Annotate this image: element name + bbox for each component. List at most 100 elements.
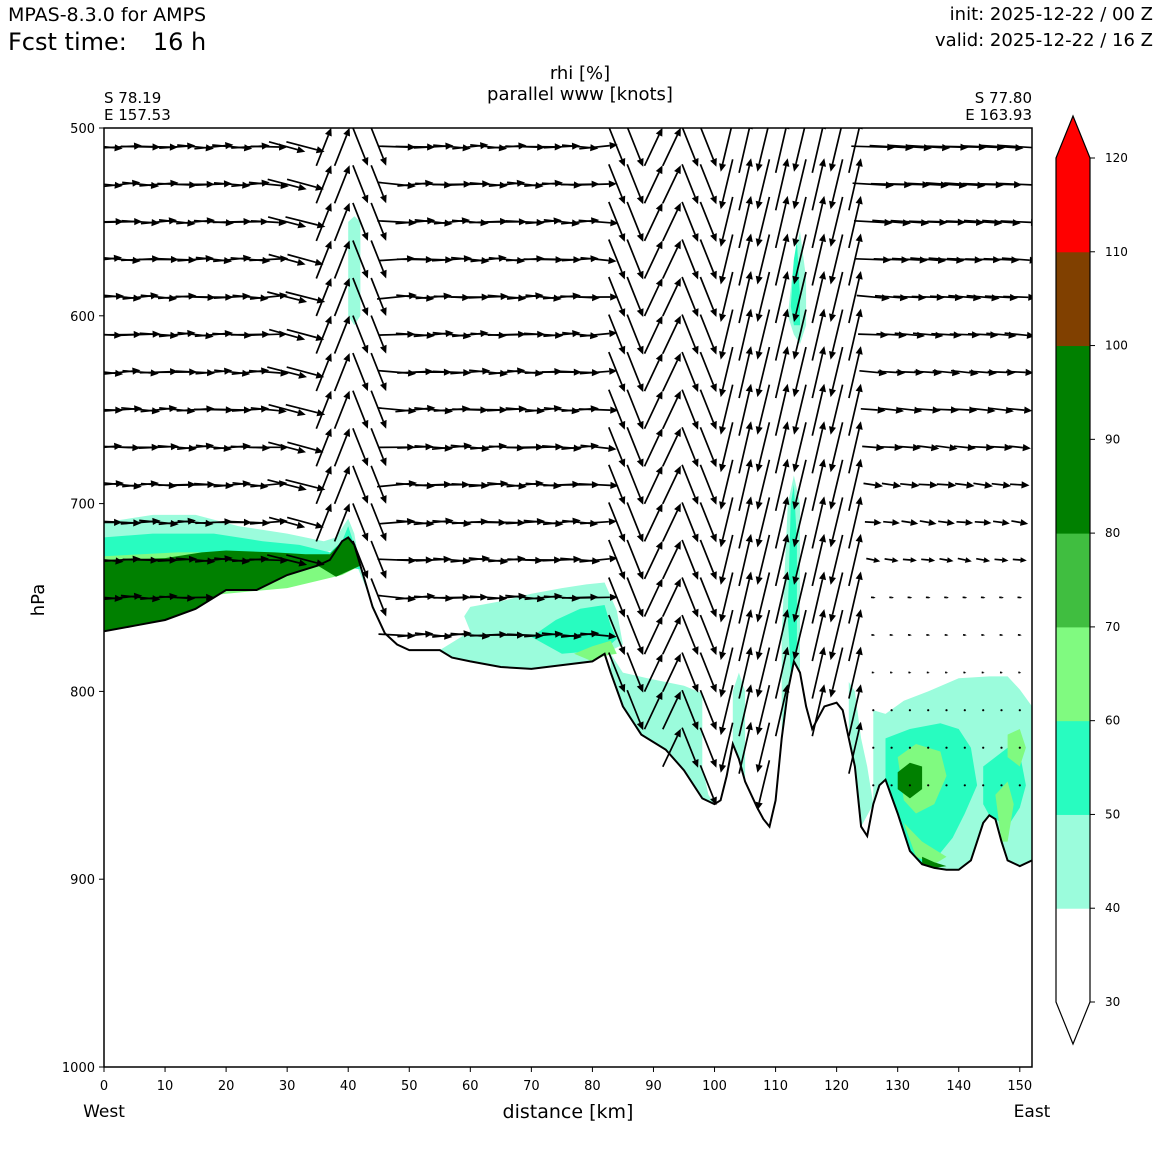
wind-vector [608,389,626,430]
wind-vector [811,533,826,587]
wind-vector [578,481,619,489]
wind-vector [699,764,717,806]
colorbar-band [1056,251,1090,347]
wind-vector [268,403,306,417]
wind-vector [579,367,618,375]
wind-vector [699,426,717,468]
wind-vector-dot [945,784,948,787]
wind-vector-dot [872,746,875,749]
wind-vector [608,539,626,580]
wind-vector [900,481,920,489]
wind-vector [774,496,790,549]
rhi-region-80-90 [897,762,923,799]
wind-vector [662,240,681,279]
wind-vector-dot [1000,784,1003,787]
wind-vector [901,519,919,526]
wind-vector [370,315,387,354]
wind-vector [976,557,991,563]
wind-vector [980,596,986,599]
wind-vector [579,142,618,150]
wind-vector-dot [927,746,930,749]
wind-vector [856,294,890,302]
wind-vector [994,557,1009,563]
wind-vector [719,572,734,623]
wind-vector [870,596,876,599]
wind-vector [643,240,663,279]
rhi-region-40-50 [732,672,746,782]
wind-vector [848,346,863,399]
wind-vector [626,314,644,355]
wind-vector [755,346,771,398]
wind-vector [1012,557,1027,563]
wind-vector [579,555,618,563]
wind-vector [580,180,617,188]
colorbar-tick-label: 70 [1105,620,1120,634]
wind-vector [811,496,826,549]
wind-vector [738,308,753,361]
wind-vector [626,201,644,242]
wind-vector [643,202,663,242]
wind-vector [908,671,912,674]
wind-vector [681,502,699,543]
wind-vector [268,441,306,454]
wind-vector [774,421,790,474]
wind-vector [852,181,894,189]
wind-vector [848,158,863,211]
wind-vector [626,128,644,167]
wind-vector [626,614,644,656]
wind-vector [738,721,753,774]
wind-vector [315,390,332,430]
wind-vector [352,164,369,204]
wind-vector [662,315,681,354]
x-tick-label: 130 [885,1079,910,1094]
wind-vector [662,128,681,167]
wind-vector [719,309,734,360]
wind-vector [774,308,790,361]
wind-vector [738,233,753,286]
wind-vector [626,389,644,430]
wind-vector [848,496,863,549]
wind-vector [755,309,771,360]
wind-vector [699,201,717,242]
wind-vector [608,128,626,167]
wind-vector [811,158,826,211]
wind-vector [643,691,663,730]
wind-vector [662,202,681,242]
wind-vector [859,369,888,377]
wind-vector [662,540,681,580]
wind-vector [662,728,681,768]
x-tick-label: 60 [462,1079,479,1094]
wind-vector [974,519,992,526]
wind-vector [699,539,717,580]
wind-vector [811,346,826,399]
wind-vector [939,557,954,563]
wind-vector [829,422,844,473]
wind-vector-dot [890,746,893,749]
wind-vector [285,291,326,304]
wind-vector [333,278,350,317]
wind-vector [352,128,369,166]
wind-vector [643,503,663,542]
wind-vector [681,539,699,580]
wind-vector [315,503,332,542]
wind-vector [370,578,387,617]
wind-vector [626,689,644,731]
wind-vector [755,271,771,322]
rhi-region-40-50 [848,682,874,827]
wind-vector-dot [890,709,893,712]
colorbar-band [1056,439,1090,534]
wind-vector [954,481,975,489]
terrain-outline [104,536,1032,871]
wind-vector-dot [908,746,912,749]
wind-vector [774,571,790,624]
wind-vector [626,239,644,280]
wind-vector [719,647,734,698]
wind-vector [719,685,734,736]
wind-vector [811,609,826,662]
wind-vector [918,481,938,489]
wind-vector [719,234,734,285]
wind-vector [578,293,619,301]
wind-vector [829,271,844,322]
wind-vector [999,633,1004,636]
rhi-region-50-60 [787,484,797,673]
